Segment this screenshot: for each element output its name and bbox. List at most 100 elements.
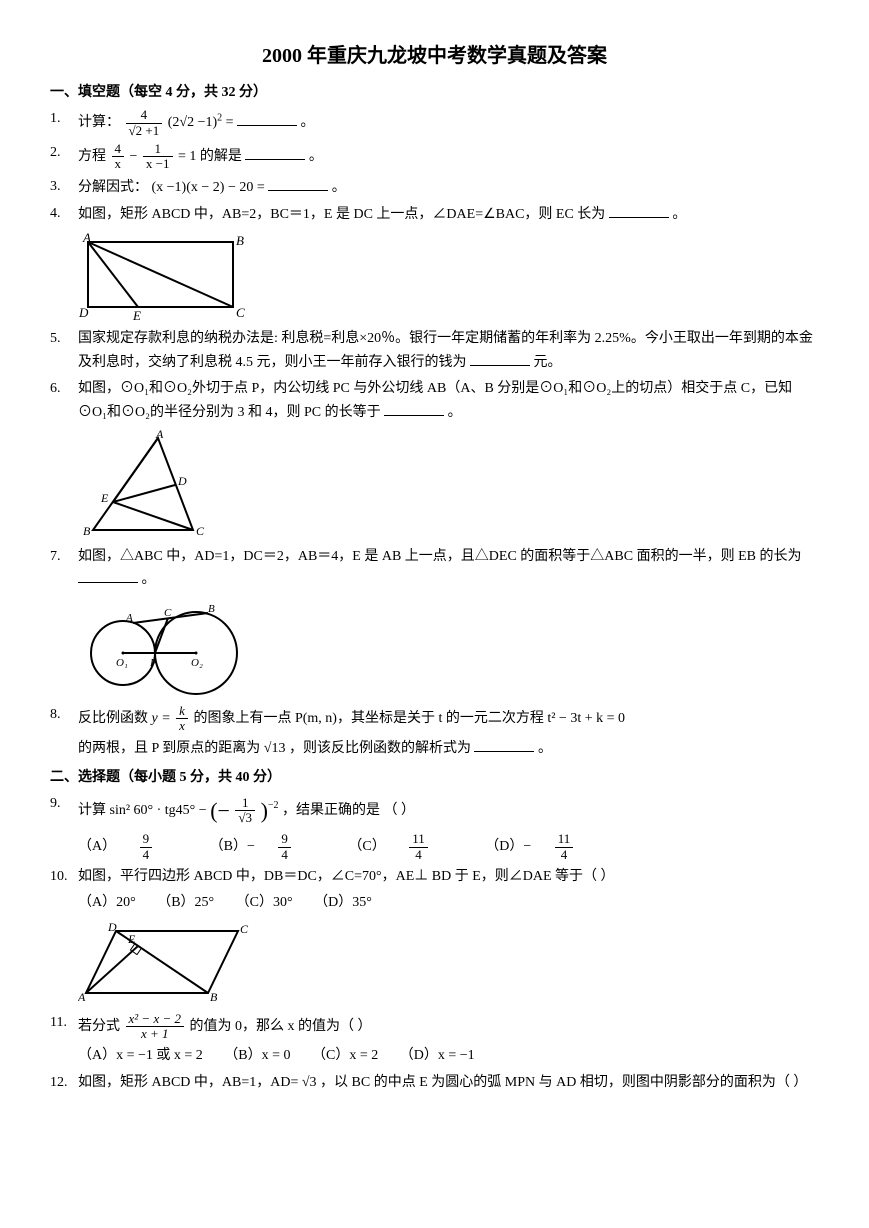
q9-fd: √3 [235, 811, 255, 825]
q8-body: 反比例函数 y = k x 的图象上有一点 P(m, n)，其坐标是关于 t 的… [78, 704, 819, 734]
section2-header: 二、选择题（每小题 5 分，共 40 分） [50, 767, 819, 789]
q12-num: 12. [50, 1072, 78, 1094]
svg-text:D: D [107, 921, 117, 934]
q2-f1d: x [112, 157, 125, 171]
q1-frac-num: 4 [126, 108, 163, 123]
q8-post: 。 [538, 741, 552, 756]
section1-header: 一、填空题（每空 4 分，共 32 分） [50, 82, 819, 104]
svg-text:C: C [196, 524, 205, 538]
question-9: 9. 计算 sin² 60° · tg45° − (− 1 √3 )−2 ，结果… [50, 793, 819, 828]
q6-body: 如图，⊙O₁和⊙O₂外切于点 P，内公切线 PC 与外公切线 AB（A、B 分别… [78, 378, 819, 424]
q1-sup: 2 [217, 113, 222, 124]
q9-optD-d: 4 [555, 848, 574, 862]
q11-fd: x + 1 [126, 1027, 184, 1041]
svg-text:B: B [236, 233, 244, 248]
q6-num: 6. [50, 378, 78, 424]
q2-frac2: 1 x −1 [143, 142, 173, 172]
q3-expr: (x −1)(x − 2) − 20 = [152, 180, 265, 195]
q5-text: 国家规定存款利息的纳税办法是: 利息税=利息×20％。银行一年定期储蓄的年利率为… [78, 331, 813, 369]
q9-optC-n: 11 [409, 832, 428, 847]
q9-optA: （A） 94 [78, 839, 192, 854]
q8-line2: 的两根，且 P 到原点的距离为 √13 ，则该反比例函数的解析式为 [78, 741, 471, 756]
q12-text: 如图，矩形 ABCD 中，AB=1，AD= √3 ，以 BC 的中点 E 为圆心… [78, 1075, 807, 1090]
q10-optA: （A）20° [78, 895, 136, 910]
q9-rp: ) [261, 798, 268, 823]
q9-options: （A） 94 （B）− 94 （C） 114 （D）− 114 [78, 832, 819, 862]
q10-options: （A）20° （B）25° （C）30° （D）35° [78, 892, 819, 914]
question-4: 4. 如图，矩形 ABCD 中，AB=2，BC＝1，E 是 DC 上一点，∠DA… [50, 203, 819, 226]
question-12: 12. 如图，矩形 ABCD 中，AB=1，AD= √3 ，以 BC 的中点 E… [50, 1072, 819, 1094]
q8-y: y = [152, 711, 171, 726]
q11-body: 若分式 x² − x − 2 x + 1 的值为 0，那么 x 的值为（ ） [78, 1012, 819, 1042]
q2-f2d: x −1 [143, 157, 173, 171]
q3-blank [268, 176, 328, 191]
question-8: 8. 反比例函数 y = k x 的图象上有一点 P(m, n)，其坐标是关于 … [50, 704, 819, 734]
q9-lp: (− [210, 798, 230, 823]
q10-text: 如图，平行四边形 ABCD 中，DB＝DC，∠C=70°，AE⊥ BD 于 E，… [78, 869, 615, 884]
q11-optB: （B）x = 0 [224, 1048, 290, 1063]
q7-num: 7. [50, 546, 78, 592]
svg-text:C: C [236, 305, 245, 320]
question-7: 7. 如图，△ABC 中，AD=1，DC＝2，AB＝4，E 是 AB 上一点，且… [50, 546, 819, 592]
q8-frac: k x [176, 704, 188, 734]
svg-text:A: A [125, 612, 133, 624]
figure-q7: A B C O₁ O₂ P [78, 598, 819, 698]
q8-mid: 的图象上有一点 P(m, n)，其坐标是关于 t 的一元二次方程 t² − 3t… [193, 711, 625, 726]
q1-pre: 计算： [78, 115, 120, 130]
q7-post: 。 [142, 572, 156, 587]
q9-optD-l: （D）− [485, 839, 531, 854]
q3-pre: 分解因式： [78, 180, 148, 195]
q2-pre: 方程 [78, 149, 106, 164]
q5-blank [470, 351, 530, 366]
question-11: 11. 若分式 x² − x − 2 x + 1 的值为 0，那么 x 的值为（… [50, 1012, 819, 1042]
q5-num: 5. [50, 328, 78, 374]
question-3: 3. 分解因式： (x −1)(x − 2) − 20 = 。 [50, 176, 819, 199]
svg-text:B: B [83, 524, 91, 538]
svg-text:D: D [78, 305, 89, 320]
page-title: 2000 年重庆九龙坡中考数学真题及答案 [50, 40, 819, 72]
q7-text: 如图，△ABC 中，AD=1，DC＝2，AB＝4，E 是 AB 上一点，且△DE… [78, 549, 801, 564]
q9-optC: （C） 114 [348, 839, 467, 854]
q9-fn: 1 [235, 796, 255, 811]
q2-blank [245, 145, 305, 160]
q2-minus: − [130, 149, 138, 164]
q4-blank [609, 203, 669, 218]
q9-optD-n: 11 [555, 832, 574, 847]
q2-f1n: 4 [112, 142, 125, 157]
svg-text:B: B [210, 990, 218, 1004]
question-10: 10. 如图，平行四边形 ABCD 中，DB＝DC，∠C=70°，AE⊥ BD … [50, 866, 819, 888]
q9-body: 计算 sin² 60° · tg45° − (− 1 √3 )−2 ，结果正确的… [78, 793, 819, 828]
svg-text:A: A [155, 430, 164, 441]
q9-exp: −2 [268, 800, 279, 811]
q11-fn: x² − x − 2 [126, 1012, 184, 1027]
q11-optC: （C）x = 2 [312, 1048, 378, 1063]
q11-num: 11. [50, 1012, 78, 1042]
q9-optD: （D）− 114 [485, 839, 609, 854]
svg-text:B: B [208, 603, 215, 615]
figure-q4: A B C D E [78, 232, 819, 322]
figure-q10: D C A B E [78, 921, 819, 1006]
question-1: 1. 计算： 4 √2 +1 (2√2 −1)2 = 。 [50, 108, 819, 138]
q9-num: 9. [50, 793, 78, 828]
q9-optB: （B）− 94 [210, 839, 331, 854]
q8-line2-wrap: 的两根，且 P 到原点的距离为 √13 ，则该反比例函数的解析式为 。 [78, 737, 819, 760]
q11-pre: 若分式 [78, 1019, 124, 1034]
q8-fn: k [176, 704, 188, 719]
q1-num: 1. [50, 108, 78, 138]
q1-body: 计算： 4 √2 +1 (2√2 −1)2 = 。 [78, 108, 819, 138]
q4-num: 4. [50, 203, 78, 226]
svg-text:E: E [132, 308, 141, 322]
q10-body: 如图，平行四边形 ABCD 中，DB＝DC，∠C=70°，AE⊥ BD 于 E，… [78, 866, 819, 888]
q11-optA: （A）x = −1 或 x = 2 [78, 1048, 203, 1063]
q9-optA-d: 4 [140, 848, 153, 862]
q7-body: 如图，△ABC 中，AD=1，DC＝2，AB＝4，E 是 AB 上一点，且△DE… [78, 546, 819, 592]
q8-fd: x [176, 719, 188, 733]
q1-blank [237, 111, 297, 126]
q9-optA-l: （A） [78, 839, 116, 854]
q5-post: 元。 [534, 355, 562, 370]
q3-num: 3. [50, 176, 78, 199]
svg-text:O₂: O₂ [191, 657, 203, 669]
q10-optB: （B）25° [157, 895, 214, 910]
q9-optC-l: （C） [348, 839, 385, 854]
q11-frac: x² − x − 2 x + 1 [126, 1012, 184, 1042]
